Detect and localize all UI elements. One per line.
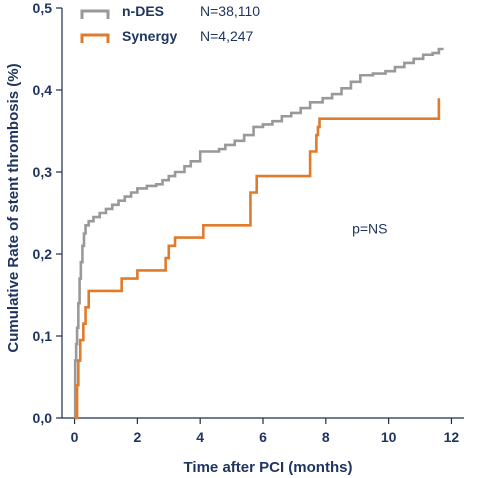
legend-swatch-n-des (80, 9, 110, 19)
legend-label-synergy: Synergy (122, 28, 177, 44)
y-tick-label: 0,1 (33, 328, 53, 344)
legend-count-n-des: N=38,110 (200, 3, 260, 19)
y-tick-label: 0,0 (33, 410, 53, 426)
legend: n-DES N=38,110 Synergy N=4,247 (80, 3, 260, 44)
y-tick-label: 0,3 (33, 164, 53, 180)
series-line-n-des (73, 47, 444, 420)
x-tick-label: 8 (322, 429, 330, 445)
legend-count-synergy: N=4,247 (200, 28, 254, 44)
x-tick-label: 6 (259, 429, 267, 445)
x-tick-label: 2 (133, 429, 141, 445)
x-tick-label: 4 (196, 429, 204, 445)
x-tick-label: 10 (381, 429, 397, 445)
series-line-synergy (74, 98, 441, 420)
x-tick-label: 12 (444, 429, 460, 445)
legend-swatch-synergy (80, 33, 110, 43)
y-axis-title: Cumulative Rate of stent thrombosis (%) (5, 63, 22, 352)
x-tick-label: 0 (71, 429, 79, 445)
x-axis-ticks: 0 2 4 6 8 10 12 (71, 418, 460, 445)
x-axis-title: Time after PCI (months) (184, 459, 353, 476)
series-lines (73, 47, 444, 420)
y-tick-label: 0,5 (33, 0, 53, 16)
p-value-annotation: p=NS (352, 221, 387, 237)
y-tick-label: 0,4 (33, 82, 53, 98)
y-axis-ticks: 0,0 0,1 0,2 0,3 0,4 0,5 (33, 0, 62, 426)
legend-label-n-des: n-DES (122, 3, 164, 19)
y-tick-label: 0,2 (33, 246, 53, 262)
